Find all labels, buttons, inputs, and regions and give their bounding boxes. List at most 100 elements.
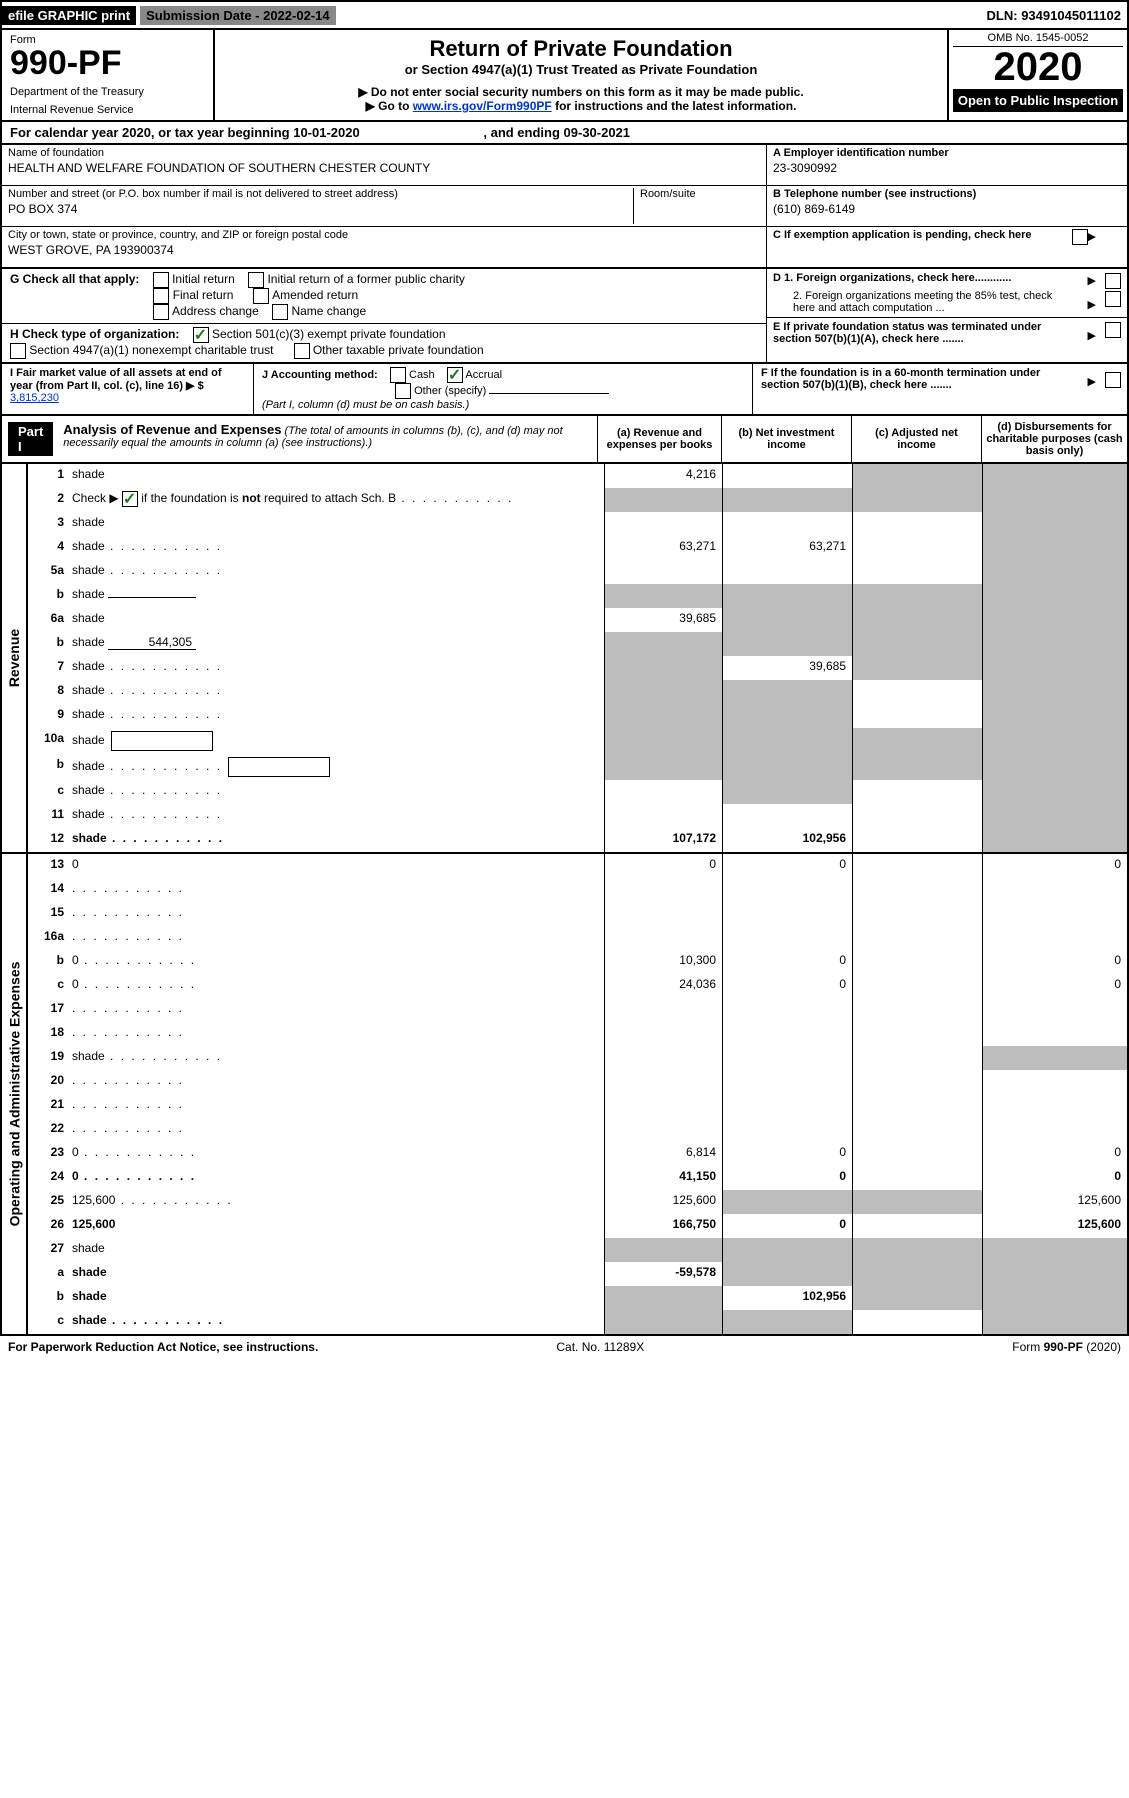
table-row: 13 0 000 (28, 854, 1127, 878)
row-num: 12 (28, 828, 70, 852)
exemption-checkbox[interactable] (1072, 229, 1088, 245)
H-4947-checkbox[interactable] (10, 343, 26, 359)
G-initial-former-checkbox[interactable] (248, 272, 264, 288)
cell-value: 0 (722, 950, 852, 974)
calendar-year-row: For calendar year 2020, or tax year begi… (0, 122, 1129, 145)
schB-checkbox[interactable] (122, 491, 138, 507)
street-label: Number and street (or P.O. box number if… (8, 188, 398, 200)
row-num: 23 (28, 1142, 70, 1166)
cell-value (604, 902, 722, 926)
row-desc: shade (70, 828, 604, 852)
row-num: b (28, 950, 70, 974)
cell-value (722, 1070, 852, 1094)
table-row: b shade 544,305 (28, 632, 1127, 656)
cell-value (604, 1070, 722, 1094)
row-desc (70, 902, 604, 926)
G-name-checkbox[interactable] (272, 304, 288, 320)
cell-shaded (604, 754, 722, 780)
row-num: 10a (28, 728, 70, 754)
E-checkbox[interactable] (1105, 322, 1121, 338)
J-cash: Cash (409, 369, 435, 381)
name-cell: Name of foundation HEALTH AND WELFARE FO… (2, 145, 766, 186)
revenue-table: Revenue 1 shade 4,216 2 Check ▶ if the f… (0, 464, 1129, 854)
cell-value (852, 536, 982, 560)
side-label-expenses: Operating and Administrative Expenses (2, 854, 28, 1334)
cell-value: 0 (982, 974, 1127, 998)
row-desc: shade (70, 1238, 604, 1262)
G-amended-checkbox[interactable] (253, 288, 269, 304)
table-row: 3 shade (28, 512, 1127, 536)
J-accrual-checkbox[interactable] (447, 367, 463, 383)
cell-shaded (982, 1238, 1127, 1262)
J-cash-checkbox[interactable] (390, 367, 406, 383)
row-num: b (28, 754, 70, 780)
table-row: 2 Check ▶ if the foundation is not requi… (28, 488, 1127, 512)
col-d-header: (d) Disbursements for charitable purpose… (982, 416, 1127, 462)
table-row: c 0 24,03600 (28, 974, 1127, 998)
exemption-cell: C If exemption application is pending, c… (767, 227, 1127, 267)
J-other-checkbox[interactable] (395, 383, 411, 399)
row-num: 6a (28, 608, 70, 632)
street-cell: Number and street (or P.O. box number if… (2, 186, 766, 227)
arrow-icon (1088, 374, 1099, 388)
cell-value: 63,271 (722, 536, 852, 560)
J-accrual: Accrual (465, 369, 502, 381)
D1-row: D 1. Foreign organizations, check here..… (767, 269, 1127, 287)
cell-value (604, 560, 722, 584)
cell-value (722, 902, 852, 926)
row-num: 17 (28, 998, 70, 1022)
cell-shaded (722, 488, 852, 512)
cell-value: 0 (722, 1142, 852, 1166)
cell-value: -59,578 (604, 1262, 722, 1286)
row-desc: shade (70, 1262, 604, 1286)
cell-value (982, 1022, 1127, 1046)
row-num: b (28, 584, 70, 608)
cell-shaded (604, 1286, 722, 1310)
I-cell: I Fair market value of all assets at end… (2, 364, 254, 414)
F-label: F If the foundation is in a 60-month ter… (761, 367, 1051, 391)
cell-shaded (982, 1310, 1127, 1334)
row-desc: shade (70, 804, 604, 828)
row-num: 1 (28, 464, 70, 488)
G-final-checkbox[interactable] (153, 288, 169, 304)
cell-shaded (852, 754, 982, 780)
row-desc: shade (70, 656, 604, 680)
cell-value (722, 1022, 852, 1046)
cell-shaded (722, 1238, 852, 1262)
cell-shaded (982, 464, 1127, 488)
row-desc (70, 1022, 604, 1046)
cell-shaded (852, 728, 982, 754)
cell-value (852, 1142, 982, 1166)
G-initial-checkbox[interactable] (153, 272, 169, 288)
ssn-notice: ▶ Do not enter social security numbers o… (223, 85, 939, 99)
F-checkbox[interactable] (1105, 372, 1121, 388)
H-opt-2: Section 4947(a)(1) nonexempt charitable … (29, 343, 273, 357)
D2-checkbox[interactable] (1105, 291, 1121, 307)
H-other-checkbox[interactable] (294, 343, 310, 359)
H-501c3-checkbox[interactable] (193, 327, 209, 343)
cell-shaded (604, 680, 722, 704)
cell-value (852, 704, 982, 728)
I-value[interactable]: 3,815,230 (10, 392, 59, 404)
table-row: 1 shade 4,216 (28, 464, 1127, 488)
table-row: 18 (28, 1022, 1127, 1046)
cell-shaded (722, 680, 852, 704)
form-header: Form 990-PF Department of the Treasury I… (0, 30, 1129, 122)
D2-label: 2. Foreign organizations meeting the 85%… (773, 290, 1073, 314)
efile-label[interactable]: efile GRAPHIC print (2, 6, 136, 25)
row-desc (70, 1094, 604, 1118)
cell-value (852, 854, 982, 878)
row-desc: shade (70, 780, 604, 804)
row-desc: shade (70, 536, 604, 560)
cell-value (722, 1046, 852, 1070)
cell-value (982, 1118, 1127, 1142)
cell-shaded (982, 656, 1127, 680)
G-address-checkbox[interactable] (153, 304, 169, 320)
table-row: 22 (28, 1118, 1127, 1142)
cell-value: 0 (722, 854, 852, 878)
cell-value (982, 1070, 1127, 1094)
form-link[interactable]: www.irs.gov/Form990PF (413, 99, 552, 113)
topbar: efile GRAPHIC print Submission Date - 20… (0, 0, 1129, 30)
cell-shaded (982, 584, 1127, 608)
cell-shaded (722, 704, 852, 728)
